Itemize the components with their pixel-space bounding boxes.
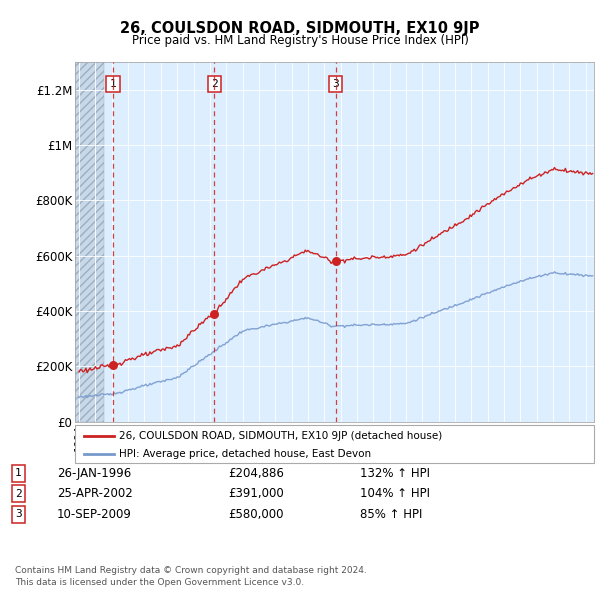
Text: 132% ↑ HPI: 132% ↑ HPI	[360, 467, 430, 480]
Text: Contains HM Land Registry data © Crown copyright and database right 2024.
This d: Contains HM Land Registry data © Crown c…	[15, 566, 367, 587]
Text: HPI: Average price, detached house, East Devon: HPI: Average price, detached house, East…	[119, 448, 371, 458]
Text: 85% ↑ HPI: 85% ↑ HPI	[360, 508, 422, 521]
Text: £580,000: £580,000	[228, 508, 284, 521]
Text: 3: 3	[15, 510, 22, 519]
Bar	[75, 62, 104, 422]
Text: 10-SEP-2009: 10-SEP-2009	[57, 508, 132, 521]
Text: 1: 1	[15, 468, 22, 478]
Text: 104% ↑ HPI: 104% ↑ HPI	[360, 487, 430, 500]
Text: 1: 1	[110, 79, 116, 89]
Text: 2: 2	[211, 79, 218, 89]
Text: 26, COULSDON ROAD, SIDMOUTH, EX10 9JP: 26, COULSDON ROAD, SIDMOUTH, EX10 9JP	[120, 21, 480, 35]
Text: 26-JAN-1996: 26-JAN-1996	[57, 467, 131, 480]
Text: £204,886: £204,886	[228, 467, 284, 480]
Text: Price paid vs. HM Land Registry's House Price Index (HPI): Price paid vs. HM Land Registry's House …	[131, 34, 469, 47]
Text: 3: 3	[332, 79, 339, 89]
Text: 2: 2	[15, 489, 22, 499]
Text: 26, COULSDON ROAD, SIDMOUTH, EX10 9JP (detached house): 26, COULSDON ROAD, SIDMOUTH, EX10 9JP (d…	[119, 431, 442, 441]
Text: £391,000: £391,000	[228, 487, 284, 500]
Text: 25-APR-2002: 25-APR-2002	[57, 487, 133, 500]
